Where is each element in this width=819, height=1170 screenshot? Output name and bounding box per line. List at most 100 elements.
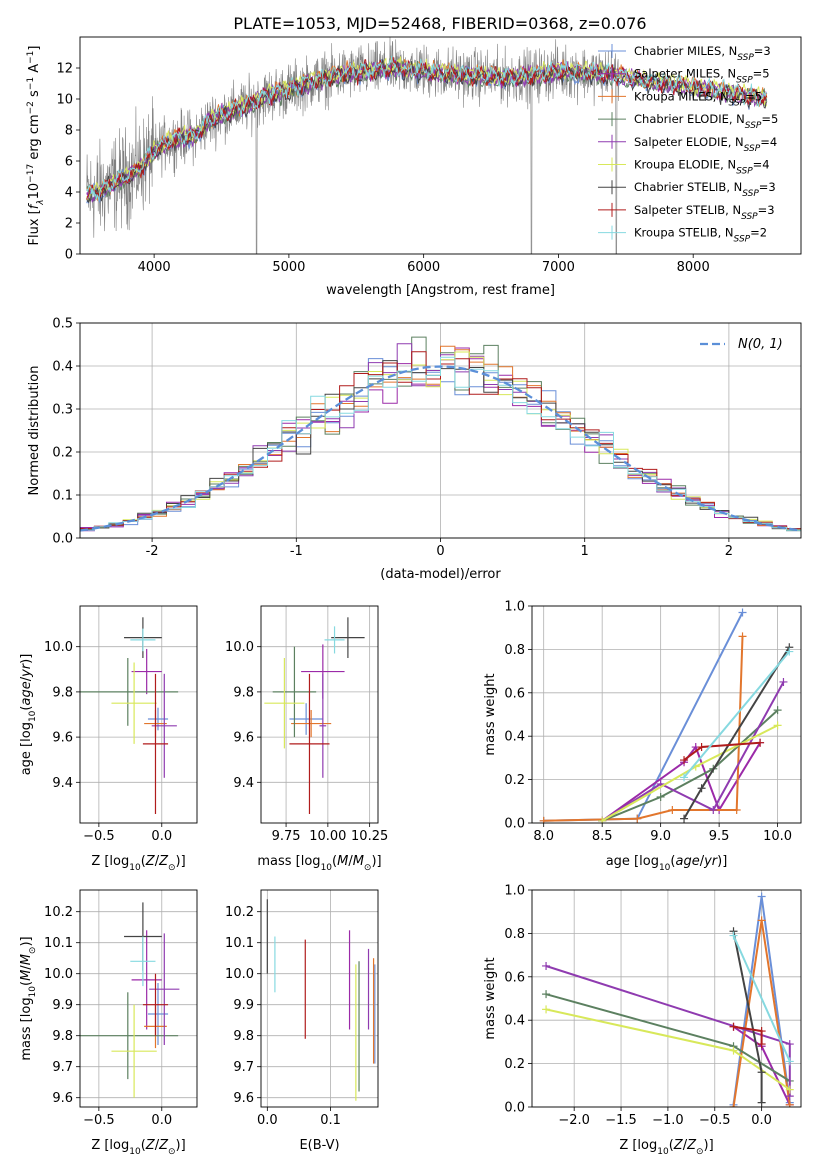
- y-tick-label: 10.0: [44, 640, 73, 655]
- y-axis-label: Normed distribution: [27, 366, 42, 496]
- y-tick-label: 9.6: [52, 1091, 73, 1106]
- y-tick-label: 9.8: [233, 685, 254, 700]
- x-tick-label: 0.0: [257, 1113, 278, 1128]
- axes-frame-weight_vs_Z: [531, 889, 802, 1108]
- x-tick-label: 6000: [407, 260, 440, 275]
- weight-line: [601, 709, 779, 822]
- x-tick-label: −1.0: [652, 1113, 684, 1128]
- panel-weight_vs_Z: −2.0 −1.5 −1.0 −0.5 0.0 0.0 0.2 0.4 0.6 0.8 1.0 Z […: [483, 884, 802, 1157]
- plot-area-age_vs_Z: [80, 617, 179, 814]
- y-tick-label: 9.7: [52, 1060, 73, 1075]
- axes-frame-weight_vs_age: [531, 605, 802, 824]
- y-tick-label: 0.2: [504, 773, 525, 788]
- axes-frame-residuals: [79, 322, 802, 539]
- y-tick-label: 0.0: [504, 817, 525, 832]
- x-tick-label: 10.25: [351, 829, 388, 844]
- axes-frame-spectrum: [79, 36, 802, 255]
- legend-entry: Chabrier STELIB, NSSP=3: [634, 180, 776, 199]
- weight-marker: [633, 814, 642, 823]
- panel-age_vs_Z: −0.5 0.0 9.4 9.6 9.8 10.0 Z [log10(Z/Z⊙)] age […: [19, 605, 198, 873]
- panel-residuals: -2 -1 0 1 2 0.0 0.1 0.2 0.3 0.4 0.5 Normed distribu…: [27, 317, 802, 582]
- plot-area-age_vs_mass: [264, 617, 365, 814]
- y-tick-label: 6: [65, 155, 73, 170]
- weight-marker: [697, 743, 706, 752]
- legend-entry: Chabrier ELODIE, NSSP=5: [634, 112, 778, 131]
- y-tick-label: 0.3: [52, 403, 73, 418]
- weight-marker: [729, 1046, 738, 1055]
- x-tick-label: 8.5: [592, 829, 613, 844]
- x-tick-label: −0.5: [83, 829, 115, 844]
- x-tick-label: -2: [146, 544, 159, 559]
- x-tick-label: 8000: [677, 260, 710, 275]
- y-tick-label: 10: [56, 93, 73, 108]
- y-tick-label: 0.2: [52, 446, 73, 461]
- x-axis-label: wavelength [Angstrom, rest frame]: [326, 283, 555, 298]
- plot-area-weight_vs_age: [539, 608, 794, 823]
- x-axis-label: mass [log10(M/M⊙)]: [257, 854, 381, 873]
- x-tick-label: 0.0: [151, 1113, 172, 1128]
- y-tick-label: 0.5: [52, 317, 73, 332]
- axes-frame-mass_vs_Z: [79, 889, 198, 1108]
- y-tick-label: 0.4: [504, 1014, 525, 1029]
- y-axis-label: Flux [fλ10−17 erg cm−2 s−1 A−1]: [26, 46, 46, 246]
- axes-frame-age_vs_Z: [79, 605, 198, 824]
- spectrum-model-line: [86, 56, 768, 202]
- y-tick-label: 10.0: [44, 967, 73, 982]
- weight-line: [732, 935, 791, 1062]
- x-tick-label: 9.75: [272, 829, 301, 844]
- weight-marker: [539, 816, 548, 823]
- x-tick-label: 9.5: [709, 829, 730, 844]
- y-tick-label: 9.6: [52, 731, 73, 746]
- y-tick-label: 0.4: [52, 360, 73, 375]
- panel-spectrum: 4000 5000 6000 7000 8000 0 2 4 6 8 10 12 Flux [fλ10−…: [26, 36, 802, 298]
- x-tick-label: -1: [290, 544, 303, 559]
- legend-entry: Salpeter MILES, NSSP=5: [634, 67, 770, 86]
- legend-entry: Kroupa STELIB, NSSP=2: [634, 226, 767, 245]
- histogram-step: [80, 351, 801, 531]
- legend-entry: Kroupa MILES, NSSP=5: [634, 89, 762, 108]
- weight-marker: [732, 805, 741, 814]
- weight-marker: [680, 773, 689, 782]
- weight-marker: [542, 1005, 551, 1014]
- y-tick-label: 0.2: [504, 1057, 525, 1072]
- y-tick-label: 0.4: [504, 730, 525, 745]
- weight-line: [683, 650, 791, 779]
- plot-area-weight_vs_Z: [542, 892, 794, 1107]
- y-tick-label: 10.0: [225, 640, 254, 655]
- y-tick-label: 10.1: [225, 936, 254, 951]
- y-axis-label-group: mass [log10(M/M⊙)]: [19, 936, 38, 1060]
- y-tick-label: 9.6: [233, 731, 254, 746]
- weight-marker: [697, 784, 706, 793]
- y-axis-label: mass weight: [483, 957, 498, 1039]
- y-tick-label: 0.6: [504, 970, 525, 985]
- y-tick-label: 9.4: [52, 776, 73, 791]
- weight-marker: [709, 805, 718, 814]
- weight-marker: [757, 916, 766, 925]
- y-tick-label: 0.8: [504, 643, 525, 658]
- weight-marker: [785, 1100, 794, 1107]
- y-axis-label-group: age [log10(age/yr)]: [19, 654, 38, 776]
- x-tick-label: −0.5: [699, 1113, 731, 1128]
- axes-frame-mass_vs_ebv: [260, 889, 379, 1108]
- weight-marker: [729, 1103, 738, 1107]
- weight-line: [601, 681, 785, 822]
- legend-entry: Chabrier MILES, NSSP=3: [634, 44, 771, 63]
- x-tick-label: 10.0: [763, 829, 792, 844]
- weight-marker: [738, 632, 747, 641]
- legend-entry: N(0, 1): [738, 337, 783, 352]
- weight-marker: [680, 814, 689, 823]
- y-tick-label: 10.2: [225, 905, 254, 920]
- y-tick-label: 9.8: [52, 1029, 73, 1044]
- y-tick-label: 12: [56, 62, 73, 77]
- y-axis-label-group: Normed distribution: [27, 366, 42, 496]
- y-tick-label: 4: [65, 186, 73, 201]
- y-tick-label: 8: [65, 124, 73, 139]
- y-tick-label: 0.1: [52, 489, 73, 504]
- weight-marker: [785, 1085, 794, 1094]
- x-tick-label: 5000: [272, 260, 305, 275]
- x-axis-label: Z [log10(Z/Z⊙)]: [91, 854, 185, 873]
- weight-marker: [668, 805, 677, 814]
- y-tick-label: 1.0: [504, 884, 525, 899]
